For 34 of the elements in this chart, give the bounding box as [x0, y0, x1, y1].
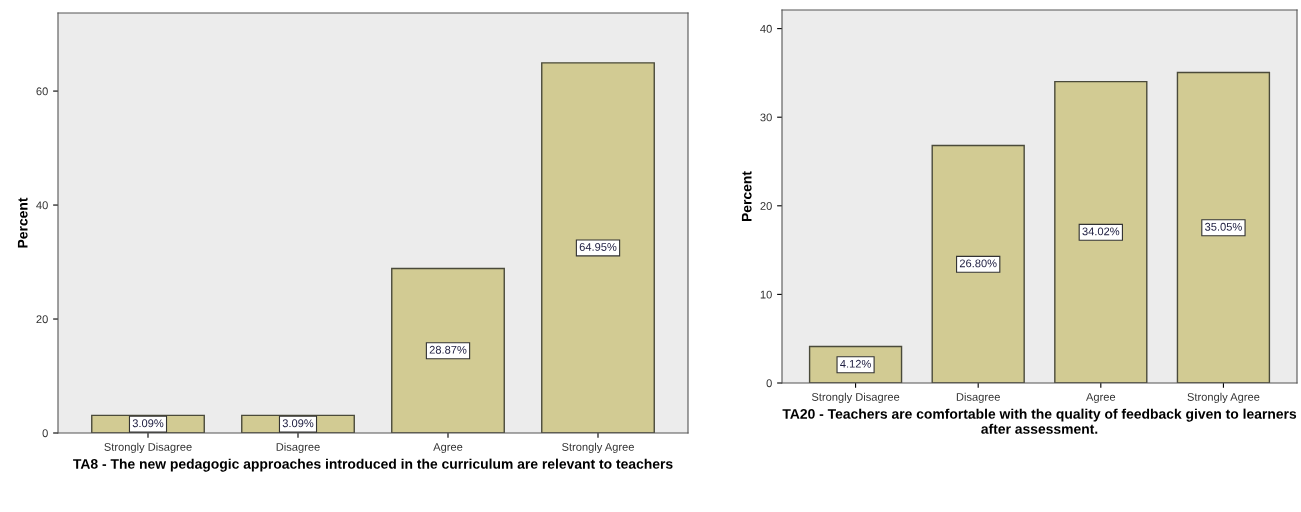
x-tick-label: Strongly Disagree [104, 442, 192, 454]
bar [1176, 71, 1271, 383]
x-tick-label: Strongly Agree [562, 442, 634, 454]
y-tick-label: 60 [36, 87, 48, 96]
y-tick-label: 0 [42, 429, 48, 438]
y-tick-label: 20 [36, 315, 48, 324]
bar [1054, 80, 1148, 383]
data-label: 35.05% [1205, 222, 1242, 231]
y-tick-label: 40 [36, 201, 48, 210]
bar [391, 267, 505, 433]
x-tick-label: Agree [1086, 393, 1116, 404]
x-tick-label: Agree [433, 443, 463, 454]
x-tick-label: Disagree [276, 442, 320, 454]
x-tick-label: Strongly Agree [1187, 392, 1260, 404]
x-tick-label: Disagree [956, 392, 1000, 404]
y-axis-title: Percent [741, 171, 752, 222]
y-axis-title: Percent [17, 197, 28, 248]
y-tick-label: 20 [760, 202, 772, 210]
data-label: 3.09% [132, 419, 164, 428]
data-label: 3.09% [282, 419, 314, 428]
y-tick-label: 0 [766, 379, 772, 388]
data-label: 34.02% [1082, 227, 1120, 236]
bar [541, 62, 655, 433]
y-tick-label: 10 [760, 290, 772, 299]
data-label: 64.95% [579, 243, 617, 251]
y-tick-label: 40 [760, 24, 772, 33]
bar [931, 144, 1025, 383]
y-tick-label: 30 [760, 113, 772, 122]
x-axis-title: TA8 - The new pedagogic approaches introduced in the curriculum are relevant to teachers [73, 458, 673, 472]
data-label: 4.12% [840, 359, 871, 368]
data-label: 28.87% [429, 345, 467, 354]
x-tick-label: Strongly Disagree [811, 392, 900, 404]
data-label: 26.80% [959, 259, 997, 268]
x-axis-title: TA20 - Teachers are comfortable with the quality of feedback given to learners after assessment. [782, 408, 1297, 434]
